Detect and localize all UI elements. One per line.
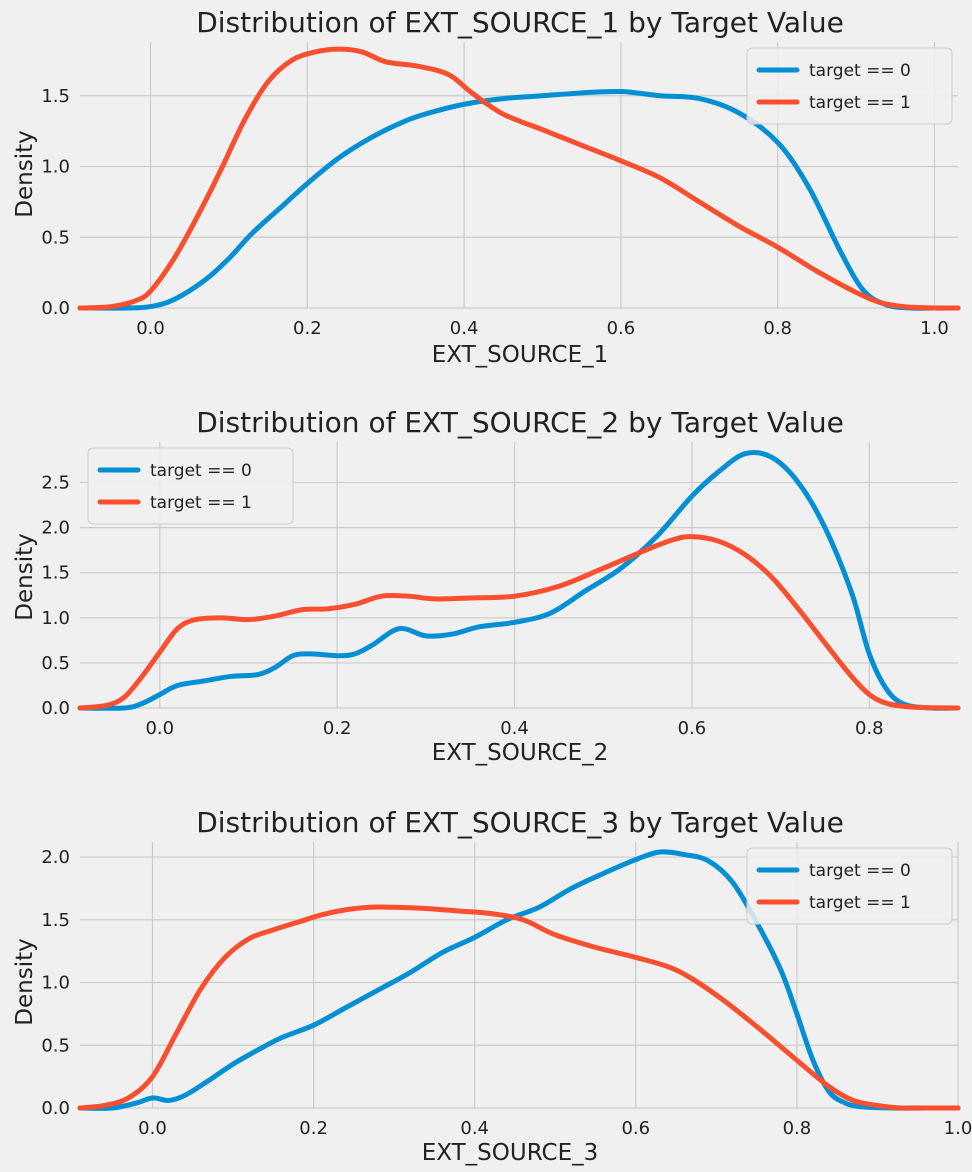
- series-line-target-1: [77, 904, 961, 1111]
- series-lines: [77, 450, 961, 711]
- y-tick-label: 2.0: [41, 518, 70, 539]
- y-tick-label: 2.0: [41, 847, 70, 868]
- x-axis-label: EXT_SOURCE_3: [422, 1140, 599, 1166]
- legend: target == 0 target == 1: [746, 847, 953, 925]
- y-tick-labels: 0.0 0.5 1.0 1.5 2.0 2.5: [41, 473, 70, 719]
- y-tick-label: 1.5: [41, 86, 70, 107]
- x-tick-label: 1.0: [944, 1118, 972, 1139]
- x-tick-label: 0.0: [138, 1118, 167, 1139]
- x-tick-label: 0.6: [621, 1118, 650, 1139]
- y-tick-label: 1.5: [41, 563, 70, 584]
- y-axis-label: Density: [12, 938, 38, 1025]
- y-axis-label: Density: [12, 533, 38, 620]
- y-tick-label: 0.5: [41, 227, 70, 248]
- x-tick-label: 0.0: [145, 718, 174, 739]
- y-tick-label: 1.0: [41, 973, 70, 994]
- chart-title: Distribution of EXT_SOURCE_2 by Target V…: [196, 406, 844, 439]
- legend-label: target == 0: [809, 861, 911, 881]
- series-line-target-1: [77, 46, 961, 311]
- chart-title: Distribution of EXT_SOURCE_1 by Target V…: [196, 6, 844, 39]
- x-tick-label: 0.8: [855, 718, 884, 739]
- x-tick-label: 0.8: [783, 1118, 812, 1139]
- y-tick-label: 0.5: [41, 1035, 70, 1056]
- y-tick-label: 0.0: [41, 698, 70, 719]
- legend-label: target == 1: [150, 493, 252, 513]
- series-line-target-0: [77, 849, 961, 1111]
- x-tick-labels: 0.0 0.2 0.4 0.6 0.8 1.0: [138, 1118, 972, 1139]
- legend-box: [87, 447, 294, 525]
- x-tick-labels: 0.0 0.2 0.4 0.6 0.8: [145, 718, 883, 739]
- y-tick-label: 1.0: [41, 608, 70, 629]
- y-tick-labels: 0.0 0.5 1.0 1.5: [41, 86, 70, 319]
- legend: target == 0 target == 1: [87, 447, 294, 525]
- legend-box: [746, 47, 953, 125]
- x-axis-label: EXT_SOURCE_2: [432, 740, 609, 766]
- x-tick-label: 0.4: [450, 318, 479, 339]
- x-tick-label: 0.8: [763, 318, 792, 339]
- x-tick-label: 0.2: [299, 1118, 328, 1139]
- y-tick-label: 2.5: [41, 473, 70, 494]
- legend-label: target == 1: [809, 893, 911, 913]
- y-tick-label: 0.0: [41, 1098, 70, 1119]
- y-tick-label: 0.0: [41, 298, 70, 319]
- x-tick-label: 0.2: [323, 718, 352, 739]
- panel-ext-source-3: Distribution of EXT_SOURCE_3 by Target V…: [12, 806, 972, 1166]
- x-tick-label: 1.0: [920, 318, 949, 339]
- y-tick-label: 1.5: [41, 910, 70, 931]
- panel-ext-source-2: Distribution of EXT_SOURCE_2 by Target V…: [12, 406, 961, 766]
- y-tick-label: 1.0: [41, 157, 70, 178]
- x-axis-label: EXT_SOURCE_1: [432, 342, 609, 368]
- x-tick-label: 0.4: [460, 1118, 489, 1139]
- series-lines: [77, 849, 961, 1111]
- x-tick-label: 0.2: [293, 318, 322, 339]
- x-tick-label: 0.6: [607, 318, 636, 339]
- series-lines: [77, 46, 961, 311]
- x-tick-label: 0.0: [136, 318, 165, 339]
- legend-label: target == 0: [150, 461, 252, 481]
- x-tick-label: 0.6: [678, 718, 707, 739]
- y-tick-label: 0.5: [41, 653, 70, 674]
- x-tick-labels: 0.0 0.2 0.4 0.6 0.8 1.0: [136, 318, 949, 339]
- legend-label: target == 0: [809, 61, 911, 81]
- legend-box: [746, 847, 953, 925]
- series-line-target-0: [77, 88, 961, 311]
- y-axis-label: Density: [12, 130, 38, 217]
- series-line-target-0: [77, 450, 961, 711]
- chart-title: Distribution of EXT_SOURCE_3 by Target V…: [196, 806, 844, 839]
- series-line-target-1: [77, 534, 961, 711]
- panel-ext-source-1: Distribution of EXT_SOURCE_1 by Target V…: [12, 6, 961, 368]
- legend-label: target == 1: [809, 93, 911, 113]
- y-tick-labels: 0.0 0.5 1.0 1.5 2.0: [41, 847, 70, 1119]
- legend: target == 0 target == 1: [746, 47, 953, 125]
- x-tick-label: 0.4: [500, 718, 529, 739]
